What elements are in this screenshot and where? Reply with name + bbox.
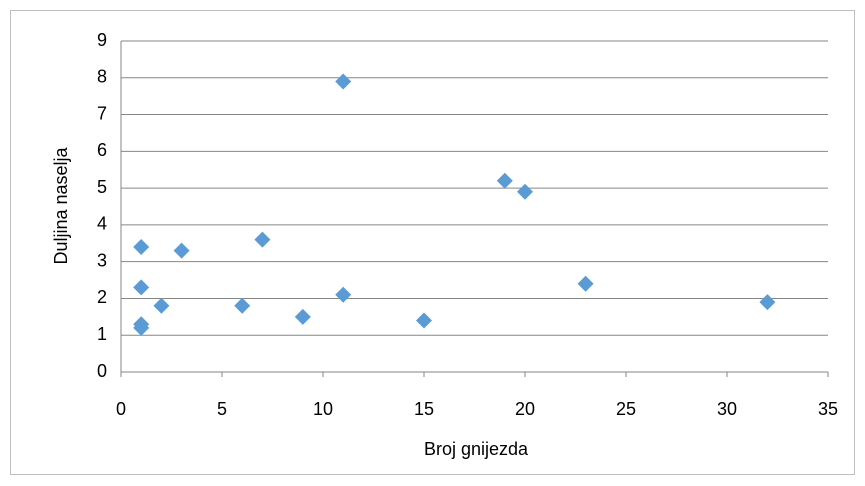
y-tick-label: 7 xyxy=(97,103,107,123)
x-tick-label: 35 xyxy=(818,399,838,419)
y-tick-label: 2 xyxy=(97,287,107,307)
x-tick-label: 10 xyxy=(313,399,333,419)
y-tick-label: 3 xyxy=(97,250,107,270)
x-tick-label: 5 xyxy=(217,399,227,419)
point xyxy=(577,275,594,292)
x-tick-label: 20 xyxy=(515,399,535,419)
point xyxy=(133,279,150,296)
point xyxy=(133,319,150,336)
y-tick-label: 5 xyxy=(97,177,107,197)
point xyxy=(234,297,251,314)
x-tick-label: 0 xyxy=(116,399,126,419)
y-tick-label: 0 xyxy=(97,361,107,381)
y-tick-label: 1 xyxy=(97,324,107,344)
point xyxy=(254,231,271,248)
point xyxy=(416,312,432,329)
x-tick-label: 30 xyxy=(717,399,737,419)
point xyxy=(173,242,190,259)
x-axis-title: Broj gnijezda xyxy=(424,439,529,459)
point xyxy=(335,73,352,90)
y-tick-label: 8 xyxy=(97,67,107,87)
y-tick-label: 6 xyxy=(97,140,107,160)
point xyxy=(153,297,170,314)
y-tick-label: 4 xyxy=(97,214,107,234)
point xyxy=(335,286,352,303)
chart-border xyxy=(10,10,855,475)
x-tick-label: 15 xyxy=(414,399,434,419)
x-tick-label: 25 xyxy=(616,399,636,419)
y-axis-title: Duljina naselja xyxy=(51,146,71,264)
point xyxy=(517,183,533,200)
y-tick-label: 9 xyxy=(97,30,107,50)
point xyxy=(133,238,150,255)
point xyxy=(294,308,311,325)
point xyxy=(496,172,513,189)
point xyxy=(759,294,776,311)
